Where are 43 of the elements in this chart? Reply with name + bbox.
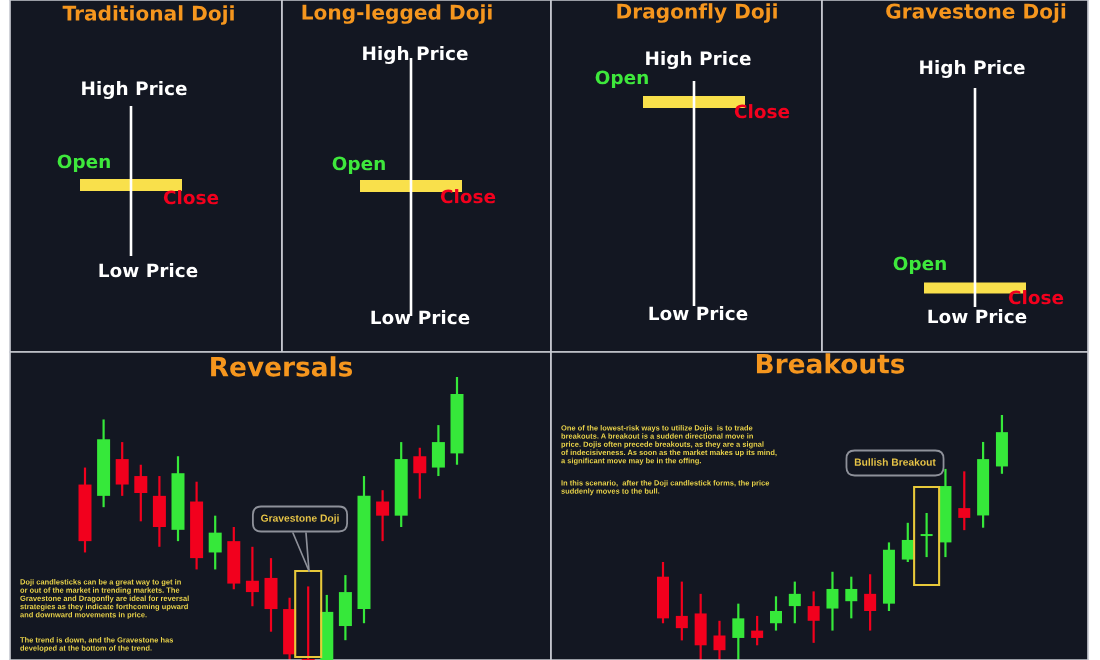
- text: Close: [1008, 290, 1064, 305]
- candlestick: [901, 521, 914, 564]
- text: Open: [595, 70, 648, 88]
- candlestick: [864, 573, 877, 632]
- chart-title: Breakouts: [756, 353, 905, 374]
- annotation: Bullish Breakout: [854, 458, 936, 466]
- candlestick: [301, 585, 315, 660]
- text: Low Price: [99, 263, 198, 278]
- text: Low Price: [371, 310, 470, 325]
- chart-title: Reversals: [211, 356, 353, 377]
- text: Gravestone Doji: [886, 3, 1066, 23]
- text: High Price: [646, 50, 751, 70]
- candlestick: [713, 619, 726, 660]
- candlestick: [134, 463, 148, 523]
- text: Long-legged Doji: [302, 4, 492, 24]
- candlestick: [920, 511, 933, 559]
- candlestick: [675, 580, 688, 642]
- text: Dragonfly Doji: [617, 3, 777, 23]
- candlestick: [958, 470, 971, 532]
- text: Close: [734, 104, 790, 119]
- text: High Price: [82, 80, 187, 100]
- candlestick: [788, 580, 801, 625]
- text: Open: [893, 256, 946, 274]
- annotation: Gravestone Doji: [261, 514, 339, 524]
- text: High Price: [363, 45, 468, 65]
- candlestick: [245, 545, 259, 608]
- candlestick: [732, 602, 745, 660]
- text: Open: [332, 156, 385, 174]
- candlestick: [826, 570, 839, 632]
- candlestick: [413, 446, 427, 500]
- text: Low Price: [928, 309, 1027, 324]
- text: High Price: [920, 59, 1025, 79]
- candlestick: [845, 575, 858, 620]
- text: Close: [440, 189, 496, 204]
- candlestick: [807, 590, 820, 644]
- text: Close: [163, 190, 219, 205]
- candlestick: [751, 614, 764, 647]
- candlestick: [769, 595, 782, 632]
- text: Low Price: [649, 306, 748, 321]
- candlestick: [376, 489, 390, 543]
- text: Open: [57, 154, 110, 172]
- candlestick: [208, 514, 222, 571]
- text: Traditional Doji: [62, 5, 234, 25]
